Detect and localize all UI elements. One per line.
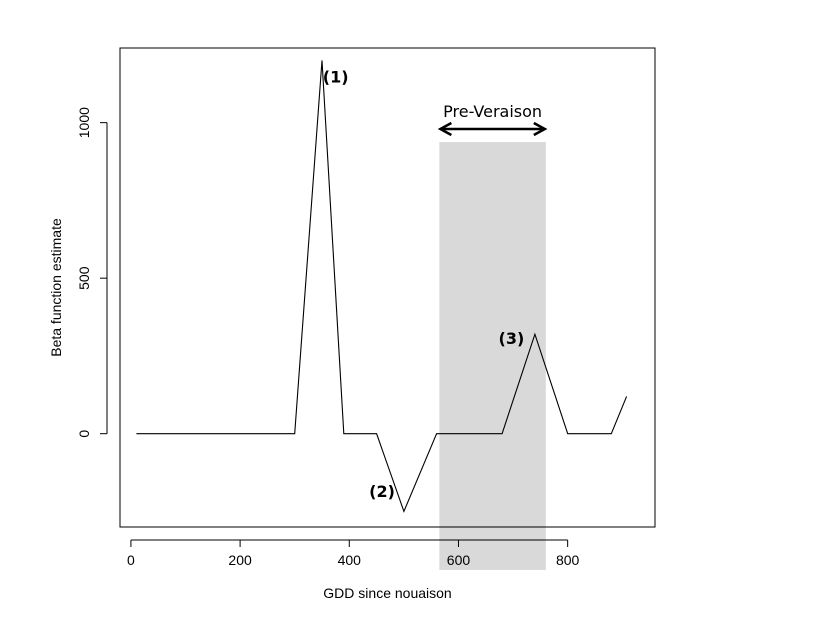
x-tick-label: 0	[127, 552, 135, 568]
pre-veraison-arrow-head-left	[437, 121, 452, 137]
y-tick-label: 0	[76, 430, 92, 438]
axes-layer: 0 200 400 600 800 0 500 1000	[76, 107, 580, 568]
series-layer	[136, 60, 628, 513]
peak-annotation: (1)	[323, 68, 349, 87]
annotations-layer: (1) (2) (3)	[323, 68, 525, 502]
x-tick-label: 600	[447, 552, 471, 568]
peak-annotation: (3)	[499, 329, 525, 348]
x-tick-label: 400	[338, 552, 362, 568]
peak-annotation: (2)	[369, 482, 395, 501]
series-line	[136, 60, 628, 513]
pre-veraison-shade	[439, 142, 546, 570]
x-tick-label: 200	[228, 552, 252, 568]
y-axis-title: Beta function estimate	[48, 218, 64, 357]
x-axis-title: GDD since nouaison	[323, 585, 451, 601]
y-tick-label: 1000	[76, 107, 92, 138]
pre-veraison-label: Pre-Veraison	[443, 102, 542, 121]
plot-frame	[119, 47, 656, 528]
y-tick-label: 500	[76, 266, 92, 290]
pre-veraison-arrow-head-right	[533, 121, 548, 137]
x-tick-label: 800	[556, 552, 580, 568]
shaded-region-layer: Pre-Veraison	[437, 102, 548, 570]
